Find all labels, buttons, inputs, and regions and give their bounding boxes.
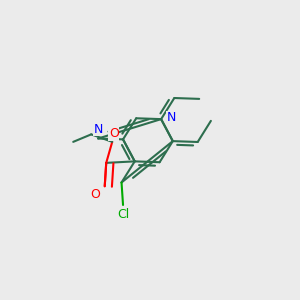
Text: Cl: Cl (117, 208, 129, 221)
Text: N: N (167, 111, 176, 124)
Text: N: N (94, 122, 103, 136)
Text: O: O (109, 128, 119, 140)
Text: O: O (90, 188, 100, 201)
